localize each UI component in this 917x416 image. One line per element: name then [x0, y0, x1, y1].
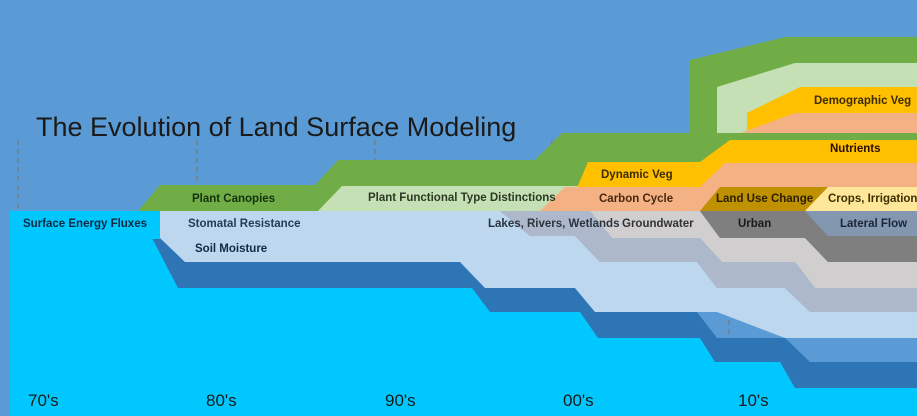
decade-label-00s: 00's: [563, 391, 594, 410]
label-land-use-change: Land Use Change: [716, 193, 814, 205]
label-lateral-flow: Lateral Flow: [840, 218, 908, 230]
label-urban: Urban: [738, 218, 772, 230]
label-demographic-veg: Demographic Veg: [814, 95, 912, 107]
page-title: The Evolution of Land Surface Modeling: [36, 112, 517, 142]
decade-label-90s: 90's: [385, 391, 416, 410]
label-groundwater: Groundwater: [622, 218, 694, 230]
band-urban: [700, 211, 917, 262]
label-stomatal-resistance: Stomatal Resistance: [188, 218, 301, 230]
label-lakes-rivers-wetlands: Lakes, Rivers, Wetlands: [488, 218, 620, 230]
band-lakes-rivers-wetlands: [475, 211, 917, 312]
label-soil-moisture: Soil Moisture: [195, 243, 268, 255]
band-surface-energy-fluxes-start: [10, 211, 160, 239]
band-groundwater: [590, 211, 917, 288]
decade-label-70s: 70's: [28, 391, 59, 410]
band-crops-irrigation: [805, 187, 917, 211]
label-dynamic-veg: Dynamic Veg: [601, 169, 673, 181]
band-soil-moisture: [138, 211, 917, 388]
decade-label-80s: 80's: [206, 391, 237, 410]
label-crops-irrigation: Crops, Irrigation: [828, 193, 917, 205]
band-stomatal-resistance: [138, 211, 917, 338]
label-carbon-cycle: Carbon Cycle: [599, 193, 674, 205]
band-surface-energy-fluxes: [10, 211, 917, 416]
decade-label-10s: 10's: [738, 391, 769, 410]
label-nutrients: Nutrients: [830, 143, 881, 155]
label-surface-energy-fluxes: Surface Energy Fluxes: [23, 218, 147, 230]
label-plant-functional-types: Plant Functional Type Distinctions: [368, 192, 556, 204]
label-plant-canopies: Plant Canopies: [192, 193, 276, 205]
band-lateral-flow: [805, 211, 917, 236]
